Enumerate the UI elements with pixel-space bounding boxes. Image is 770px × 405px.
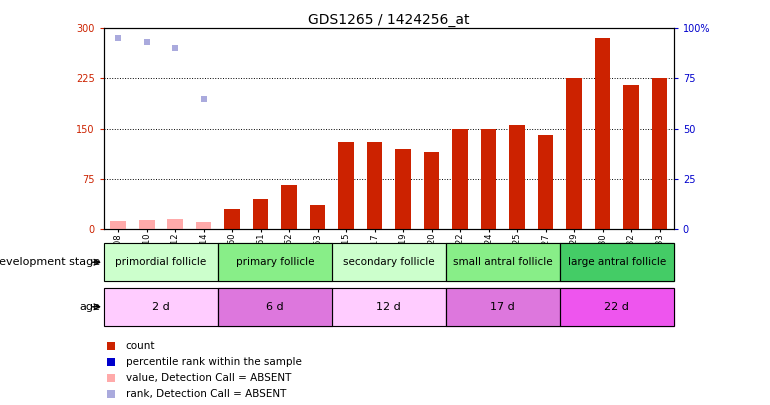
Bar [332, 288, 446, 326]
Bar [332, 243, 446, 281]
Bar [560, 288, 674, 326]
Bar [110, 221, 126, 229]
Bar [104, 288, 218, 326]
Bar [480, 129, 497, 229]
Text: rank, Detection Call = ABSENT: rank, Detection Call = ABSENT [126, 389, 286, 399]
Text: count: count [126, 341, 155, 351]
Text: development stage: development stage [0, 257, 100, 267]
Bar [332, 288, 446, 326]
Text: percentile rank within the sample: percentile rank within the sample [126, 357, 302, 367]
Bar [395, 149, 411, 229]
Bar [566, 79, 582, 229]
Bar [560, 243, 674, 281]
Bar [338, 142, 354, 229]
Text: small antral follicle: small antral follicle [453, 257, 553, 267]
Bar [139, 220, 155, 229]
Bar [446, 288, 560, 326]
Text: secondary follicle: secondary follicle [343, 257, 434, 267]
Bar [196, 222, 212, 229]
Bar [253, 199, 269, 229]
Text: age: age [79, 302, 100, 312]
Text: 2 d: 2 d [152, 302, 170, 312]
Bar [509, 125, 525, 229]
Bar [104, 243, 218, 281]
Text: value, Detection Call = ABSENT: value, Detection Call = ABSENT [126, 373, 291, 383]
Bar [424, 152, 440, 229]
Bar [537, 135, 554, 229]
Bar [594, 38, 611, 229]
Text: primordial follicle: primordial follicle [116, 257, 206, 267]
Bar [332, 243, 446, 281]
Bar [224, 209, 240, 229]
Text: primary follicle: primary follicle [236, 257, 314, 267]
Text: 17 d: 17 d [490, 302, 515, 312]
Bar [452, 129, 468, 229]
Bar [218, 243, 332, 281]
Bar [218, 288, 332, 326]
Bar [446, 288, 560, 326]
Bar [218, 243, 332, 281]
Text: 12 d: 12 d [377, 302, 401, 312]
Bar [167, 220, 183, 229]
Text: large antral follicle: large antral follicle [567, 257, 666, 267]
Bar [623, 85, 639, 229]
Bar [446, 243, 560, 281]
Text: 6 d: 6 d [266, 302, 283, 312]
Bar [218, 288, 332, 326]
Bar [281, 185, 297, 229]
Title: GDS1265 / 1424256_at: GDS1265 / 1424256_at [308, 13, 470, 27]
Bar [651, 79, 668, 229]
Bar [367, 142, 383, 229]
Bar [310, 205, 326, 229]
Text: 22 d: 22 d [604, 302, 629, 312]
Bar [104, 288, 218, 326]
Bar [560, 243, 674, 281]
Bar [104, 243, 218, 281]
Bar [560, 288, 674, 326]
Bar [446, 243, 560, 281]
